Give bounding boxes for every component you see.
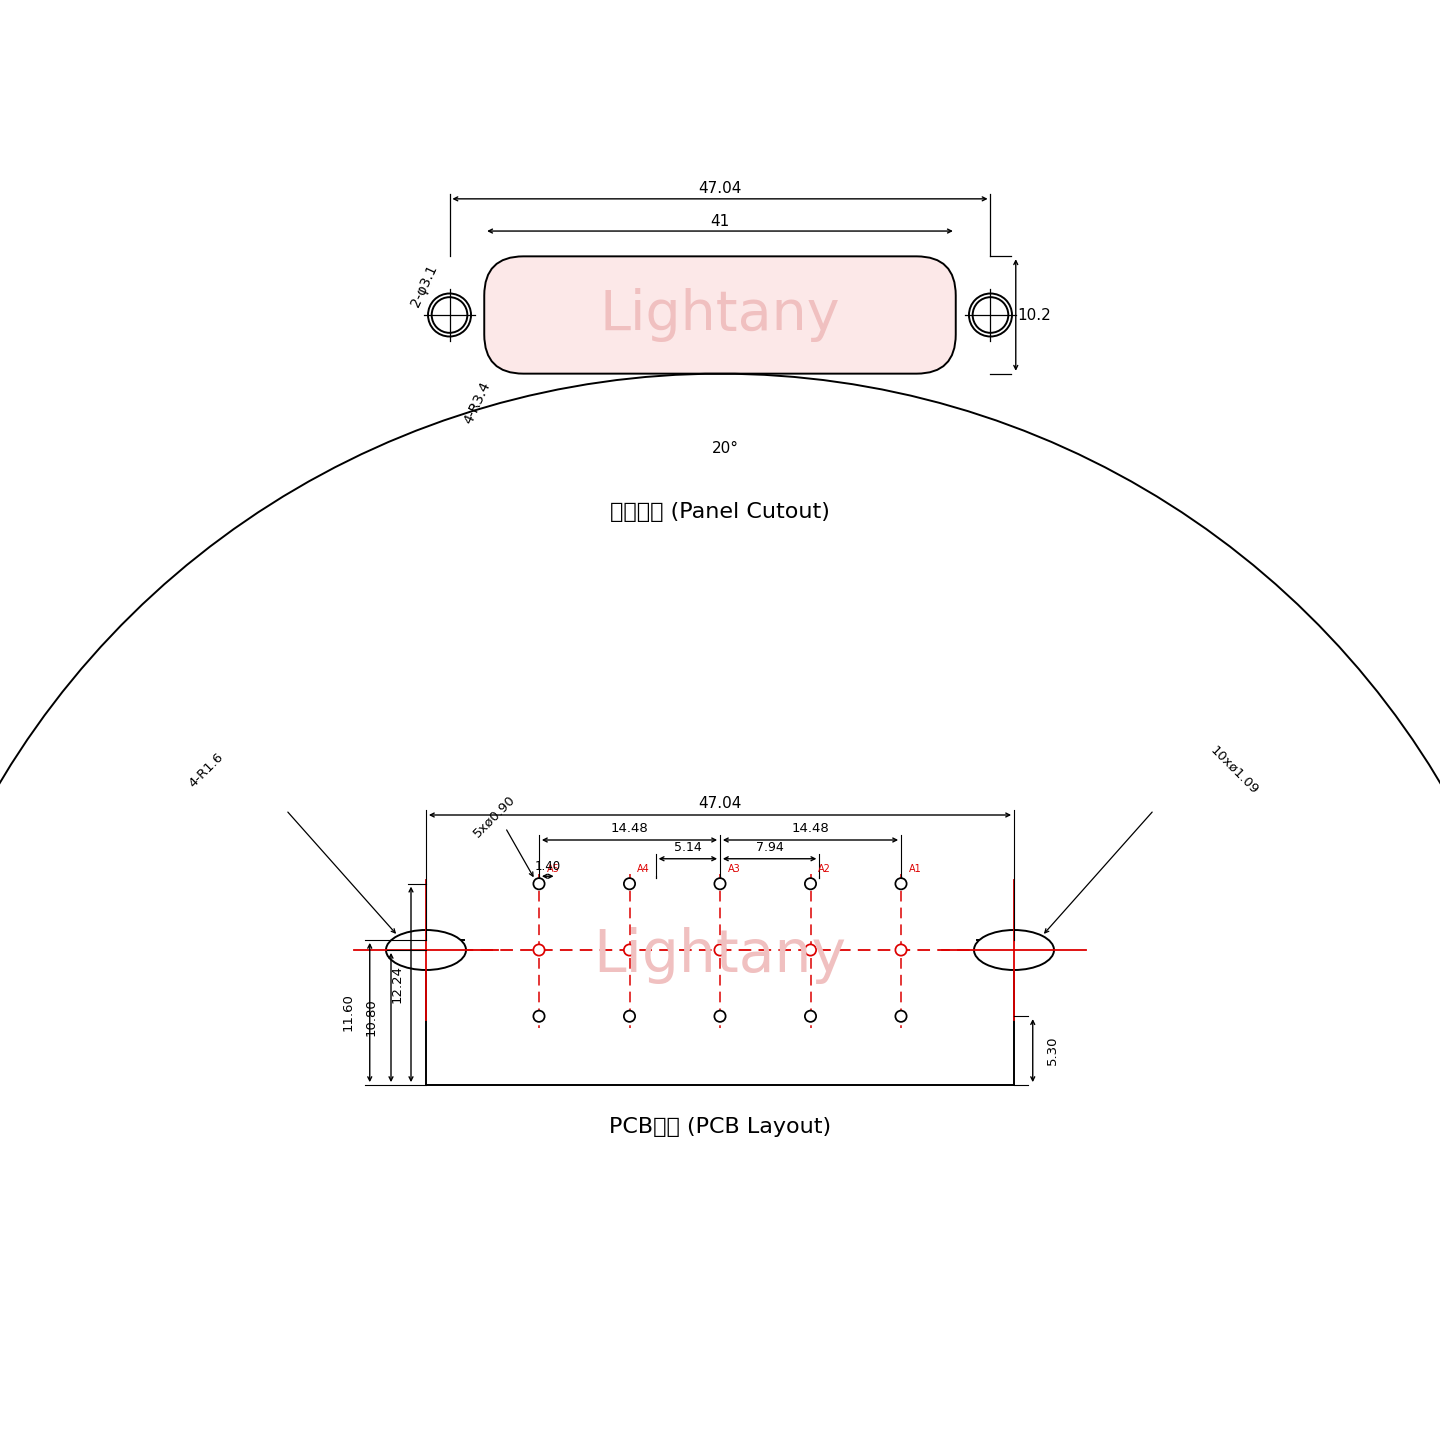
Circle shape	[972, 297, 1008, 333]
Text: 47.04: 47.04	[698, 795, 742, 811]
Circle shape	[805, 878, 816, 890]
Circle shape	[533, 1011, 544, 1022]
Ellipse shape	[386, 930, 467, 971]
Circle shape	[714, 878, 726, 890]
Text: 面板开孔 (Panel Cutout): 面板开孔 (Panel Cutout)	[611, 501, 829, 521]
Text: 2-φ3.1: 2-φ3.1	[408, 264, 439, 310]
Text: 4-R1.6: 4-R1.6	[186, 750, 226, 791]
Text: A1: A1	[909, 864, 922, 874]
Circle shape	[624, 945, 635, 956]
Circle shape	[896, 878, 907, 890]
Circle shape	[624, 878, 635, 890]
Text: 14.48: 14.48	[611, 822, 648, 835]
Text: 5.30: 5.30	[1047, 1035, 1060, 1066]
Text: 1.40: 1.40	[534, 860, 560, 873]
Text: 10.80: 10.80	[364, 998, 377, 1037]
Text: 10xø1.09: 10xø1.09	[1207, 743, 1260, 796]
Text: 5xø0.90: 5xø0.90	[471, 792, 517, 840]
Text: 11.60: 11.60	[341, 994, 354, 1031]
Text: 12.24: 12.24	[390, 965, 403, 1004]
Ellipse shape	[973, 930, 1054, 971]
Circle shape	[428, 294, 471, 337]
Text: 10.2: 10.2	[1017, 308, 1051, 323]
Text: Lightany: Lightany	[599, 288, 841, 341]
Circle shape	[969, 294, 1012, 337]
Text: 47.04: 47.04	[698, 181, 742, 196]
Circle shape	[533, 878, 544, 890]
Text: A4: A4	[636, 864, 649, 874]
Circle shape	[896, 1011, 907, 1022]
Text: 7.94: 7.94	[756, 841, 783, 854]
Text: A3: A3	[727, 864, 740, 874]
Text: 4-R3.4: 4-R3.4	[461, 379, 492, 426]
Text: 20°: 20°	[711, 441, 739, 456]
Text: 5.14: 5.14	[674, 841, 701, 854]
Circle shape	[432, 297, 468, 333]
Text: PCB布局 (PCB Layout): PCB布局 (PCB Layout)	[609, 1117, 831, 1138]
Circle shape	[805, 945, 816, 956]
FancyBboxPatch shape	[484, 256, 956, 373]
Circle shape	[533, 945, 544, 956]
Text: A2: A2	[818, 864, 831, 874]
Text: Lightany: Lightany	[593, 926, 847, 984]
Circle shape	[805, 1011, 816, 1022]
Text: A5: A5	[547, 864, 560, 874]
Circle shape	[714, 1011, 726, 1022]
Text: 41: 41	[710, 213, 730, 229]
Text: 14.48: 14.48	[792, 822, 829, 835]
Circle shape	[896, 945, 907, 956]
Circle shape	[624, 1011, 635, 1022]
Circle shape	[714, 945, 726, 956]
